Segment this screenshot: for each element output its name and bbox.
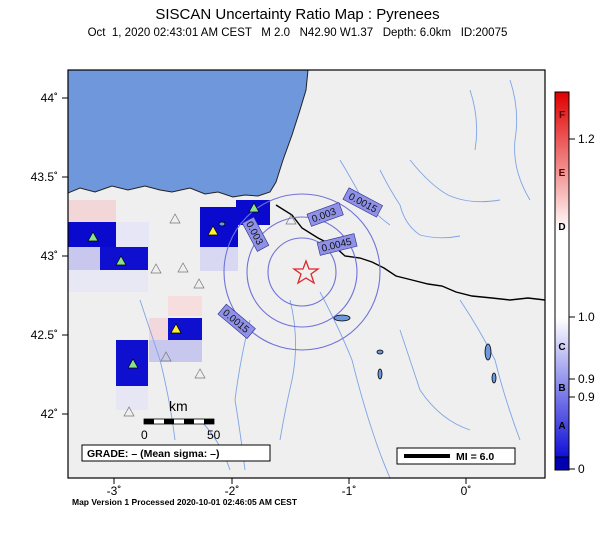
epicenter-star: [291, 259, 321, 285]
lon-label-minus1: -1˚: [342, 484, 357, 498]
lon-label-0: 0˚: [461, 484, 472, 498]
grade-letter-c: C: [558, 342, 565, 353]
scale-zero: 0: [141, 428, 148, 442]
station-triangle: [248, 202, 260, 213]
rivers: [139, 79, 531, 478]
colorbar-value-0: 0: [578, 462, 585, 476]
lat-label-42: 42˚: [41, 407, 58, 421]
station-triangle: [194, 368, 206, 379]
uncertainty-grid: [68, 200, 270, 410]
station-triangle: [87, 231, 99, 242]
station-triangle: [127, 358, 139, 369]
grade-box: [81, 444, 271, 462]
colorbar-value-1-2: 1.2: [578, 132, 595, 146]
map-frame: [67, 69, 546, 479]
map-title: SISCAN Uncertainty Ratio Map : Pyrenees: [155, 6, 440, 23]
colorbar-low-swatch: [554, 456, 570, 471]
lakes: [218, 221, 497, 384]
mi-box: [396, 447, 516, 465]
colorbar: [554, 91, 570, 458]
station-triangle: [169, 213, 181, 224]
grade-letter-e: E: [559, 168, 566, 179]
axis-ticks: [62, 97, 467, 484]
scale-unit: km: [169, 398, 188, 414]
processing-footer: Map Version 1 Processed 2020-10-01 02:46…: [72, 497, 298, 507]
grade-text: GRADE: – (Mean sigma: –): [87, 448, 219, 460]
grade-letter-b: B: [558, 383, 565, 394]
grade-letter-f: F: [559, 110, 565, 121]
colorbar-value-0-9b: 0.9: [578, 390, 595, 404]
lat-label-43: 43˚: [41, 249, 58, 263]
colorbar-value-1-0: 1.0: [578, 310, 595, 324]
scale-bar: [143, 418, 215, 425]
event-subtitle: Oct 1, 2020 02:43:01 AM CEST M 2.0 N42.9…: [87, 27, 508, 39]
stations: [87, 202, 297, 417]
lon-label-minus2: -2˚: [225, 484, 240, 498]
lon-label-minus3: -3˚: [107, 484, 122, 498]
uncertainty-contours: [223, 193, 381, 351]
sea-bay-of-biscay: [68, 70, 309, 198]
scale-fifty: 50: [207, 428, 221, 442]
station-triangle: [123, 406, 135, 417]
station-triangle: [193, 278, 205, 289]
station-triangle: [160, 351, 172, 362]
country-border: [275, 204, 545, 301]
grade-letter-a: A: [558, 421, 565, 432]
station-triangle: [207, 225, 219, 236]
station-triangle: [150, 263, 162, 274]
grade-letter-d: D: [558, 222, 565, 233]
mi-text: MI = 6.0: [456, 451, 494, 463]
station-triangle: [177, 262, 189, 273]
lat-label-43-5: 43.5˚: [31, 170, 58, 184]
colorbar-ticks: [569, 138, 575, 470]
station-triangle: [115, 255, 127, 266]
station-triangle: [170, 323, 182, 334]
lat-label-44: 44˚: [41, 91, 58, 105]
lat-label-42-5: 42.5˚: [31, 328, 58, 342]
colorbar-value-0-9a: 0.9: [578, 372, 595, 386]
station-triangle: [285, 214, 297, 225]
